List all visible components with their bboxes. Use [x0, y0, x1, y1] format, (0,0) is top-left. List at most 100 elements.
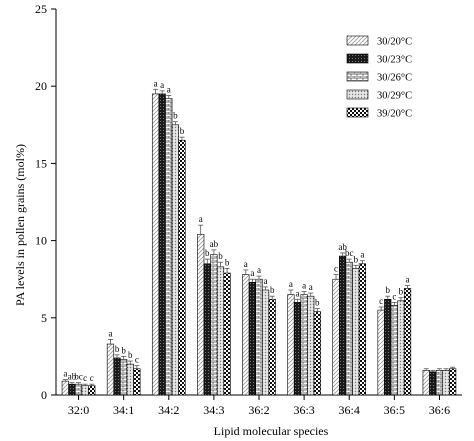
bar — [216, 266, 225, 396]
significance-label: a — [289, 279, 293, 289]
bar — [422, 369, 430, 396]
significance-label: b — [128, 350, 133, 360]
significance-label: ab — [68, 372, 77, 382]
bar — [151, 93, 160, 396]
bar — [171, 124, 179, 396]
y-axis-label: PA levels in pollen grains (mol%) — [13, 144, 27, 306]
bar — [384, 298, 392, 396]
y-tick-label: 5 — [41, 311, 47, 325]
x-tick-label: 36:3 — [293, 403, 314, 417]
y-tick-label: 0 — [41, 388, 47, 402]
bar — [352, 268, 360, 396]
significance-label: a — [167, 84, 171, 94]
significance-label: b — [354, 254, 359, 264]
legend-label: 30/23°C — [377, 55, 412, 66]
bar — [307, 295, 315, 396]
bar — [165, 98, 173, 396]
significance-label: c — [135, 355, 139, 365]
legend-label: 39/20°C — [377, 109, 412, 120]
bar — [106, 343, 115, 396]
x-tick-label: 34:3 — [203, 403, 224, 417]
bar — [442, 369, 450, 396]
bar — [203, 263, 211, 396]
bar — [113, 357, 121, 396]
significance-label: a — [250, 268, 254, 278]
significance-label: c — [83, 373, 87, 383]
bar — [133, 368, 141, 396]
x-tick-label: 36:4 — [339, 403, 360, 417]
significance-label: a — [296, 288, 300, 298]
legend-swatch — [346, 53, 369, 64]
significance-label: b — [180, 126, 185, 136]
significance-label: b — [173, 111, 178, 121]
bar — [339, 255, 347, 396]
bar — [210, 254, 218, 396]
y-tick-label: 10 — [35, 234, 47, 248]
significance-label: c — [379, 296, 383, 306]
significance-label: a — [302, 281, 306, 291]
bar — [345, 261, 353, 396]
significance-label: a — [360, 250, 364, 260]
bar — [61, 380, 69, 396]
bar — [223, 272, 231, 396]
significance-label: a — [154, 78, 158, 88]
bar — [74, 383, 83, 396]
bar — [261, 289, 270, 396]
x-tick-label: 36:5 — [384, 403, 405, 417]
bar — [287, 294, 295, 396]
bar — [403, 288, 412, 396]
bar — [197, 234, 205, 396]
significance-label: b — [205, 248, 210, 258]
bar — [268, 298, 276, 396]
significance-label: a — [264, 276, 268, 286]
x-tick-label: 36:6 — [429, 403, 450, 417]
significance-label: bc — [74, 372, 83, 382]
significance-label: a — [63, 369, 67, 379]
bar — [435, 369, 444, 396]
x-tick-label: 34:2 — [158, 403, 179, 417]
x-tick-label: 32:0 — [68, 403, 89, 417]
significance-label: c — [334, 264, 338, 274]
significance-label: b — [315, 298, 320, 308]
legend-swatch — [346, 107, 369, 118]
significance-label: b — [218, 251, 223, 261]
significance-label: b — [385, 285, 390, 295]
bar — [178, 139, 186, 396]
bar — [332, 278, 340, 396]
legend-label: 30/20°C — [377, 37, 412, 48]
x-tick-label: 36:2 — [248, 403, 269, 417]
bar — [88, 385, 96, 396]
significance-label: a — [244, 259, 248, 269]
bar — [126, 363, 134, 396]
significance-label: a — [406, 274, 410, 284]
legend-swatch — [346, 35, 369, 46]
significance-label: ab — [338, 242, 347, 252]
significance-label: a — [257, 265, 261, 275]
legend-label: 30/26°C — [377, 73, 412, 84]
bar — [255, 278, 263, 396]
legend-swatch — [346, 89, 369, 100]
significance-label: bc — [345, 248, 354, 258]
x-axis-label: Lipid molecular species — [214, 424, 329, 438]
significance-label: b — [115, 344, 120, 354]
bar — [390, 305, 398, 396]
significance-label: a — [309, 282, 313, 292]
significance-label: a — [199, 214, 203, 224]
x-tick-label: 34:1 — [113, 403, 134, 417]
significance-label: ab — [210, 239, 219, 249]
significance-label: a — [108, 328, 112, 338]
bar — [313, 311, 321, 396]
bar — [397, 300, 405, 396]
legend-swatch — [346, 71, 369, 82]
significance-label: a — [160, 80, 164, 90]
y-tick-label: 20 — [35, 79, 47, 93]
significance-label: b — [270, 285, 275, 295]
bar — [293, 302, 302, 396]
bar — [377, 309, 385, 396]
significance-label: b — [121, 345, 126, 355]
bar — [358, 263, 367, 396]
significance-label: b — [399, 287, 404, 297]
bar — [242, 274, 250, 396]
bar — [429, 371, 437, 396]
bar — [120, 359, 128, 396]
